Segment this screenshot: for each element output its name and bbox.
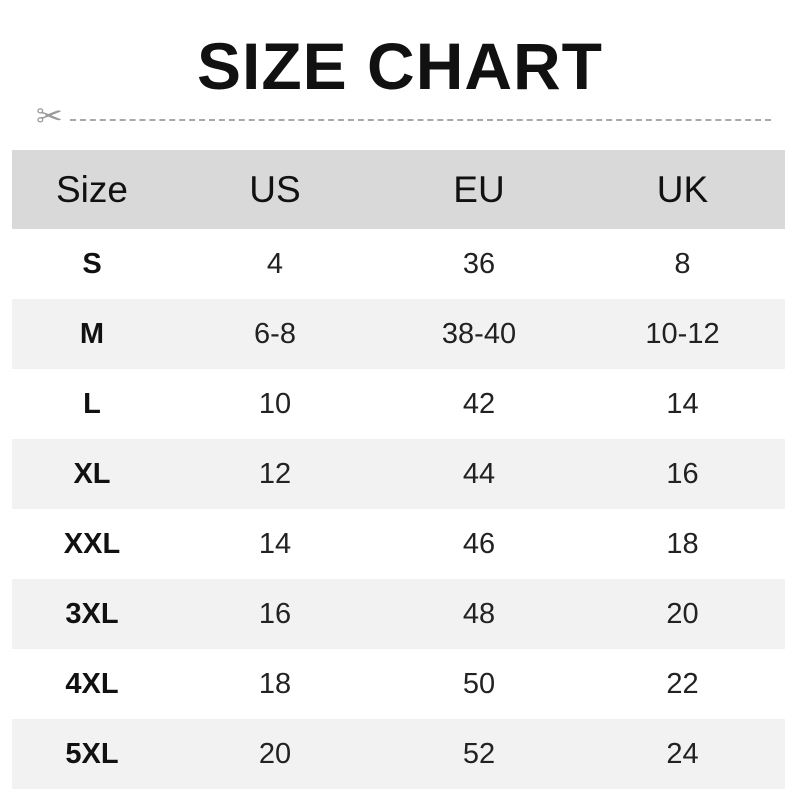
table-row: S 4 36 8 — [12, 229, 785, 299]
cell-uk: 22 — [666, 667, 699, 700]
cell-uk: 24 — [666, 737, 699, 770]
table-row: L 10 42 14 — [12, 369, 785, 439]
cell-uk: 14 — [666, 387, 699, 420]
header-us: US — [249, 168, 301, 210]
table-row: 4XL 18 50 22 — [12, 649, 785, 719]
cell-size: 4XL — [65, 667, 119, 700]
cell-eu: 38-40 — [441, 317, 517, 350]
cell-uk: 16 — [666, 457, 699, 490]
cell-us: 16 — [258, 597, 292, 630]
header-uk: UK — [656, 168, 709, 210]
cut-line: ✂ — [36, 100, 771, 132]
cell-us: 6-8 — [254, 317, 296, 350]
cell-size: XL — [73, 457, 111, 490]
cell-eu: 46 — [462, 527, 496, 560]
cell-size: S — [82, 247, 102, 280]
cell-eu: 52 — [462, 737, 496, 770]
cell-uk: 10-12 — [645, 317, 720, 350]
cell-uk: 8 — [674, 247, 691, 280]
table-row: 5XL 20 52 24 — [12, 719, 785, 789]
cell-eu: 50 — [462, 667, 496, 700]
cell-eu: 36 — [462, 247, 496, 280]
table-row: XXL 14 46 18 — [12, 509, 785, 579]
cell-us: 14 — [258, 527, 292, 560]
dashed-divider — [70, 119, 771, 121]
cell-size: XXL — [63, 527, 121, 560]
cell-us: 4 — [266, 247, 284, 280]
cell-size: L — [83, 387, 101, 420]
cell-eu: 48 — [462, 597, 496, 630]
cell-size: 5XL — [65, 737, 119, 770]
cell-us: 20 — [258, 737, 292, 770]
table-row: 3XL 16 48 20 — [12, 579, 785, 649]
table-row: XL 12 44 16 — [12, 439, 785, 509]
cell-eu: 44 — [462, 457, 496, 490]
cell-size: 3XL — [65, 597, 119, 630]
cell-us: 12 — [258, 457, 292, 490]
cell-us: 18 — [258, 667, 292, 700]
header-eu: EU — [453, 168, 505, 210]
cell-size: M — [79, 317, 105, 350]
cell-eu: 42 — [462, 387, 496, 420]
table-header: Size US EU UK — [12, 150, 785, 229]
size-table: Size US EU UK S 4 36 8 M 6-8 38-40 10-12 L 10 42 14… — [12, 150, 785, 789]
scissors-icon: ✂ — [36, 98, 63, 134]
cell-uk: 18 — [666, 527, 699, 560]
page-title: SIZE CHART — [197, 29, 603, 103]
header-size: Size — [56, 168, 128, 210]
table-row: M 6-8 38-40 10-12 — [12, 299, 785, 369]
cell-uk: 20 — [666, 597, 699, 630]
cell-us: 10 — [258, 387, 292, 420]
